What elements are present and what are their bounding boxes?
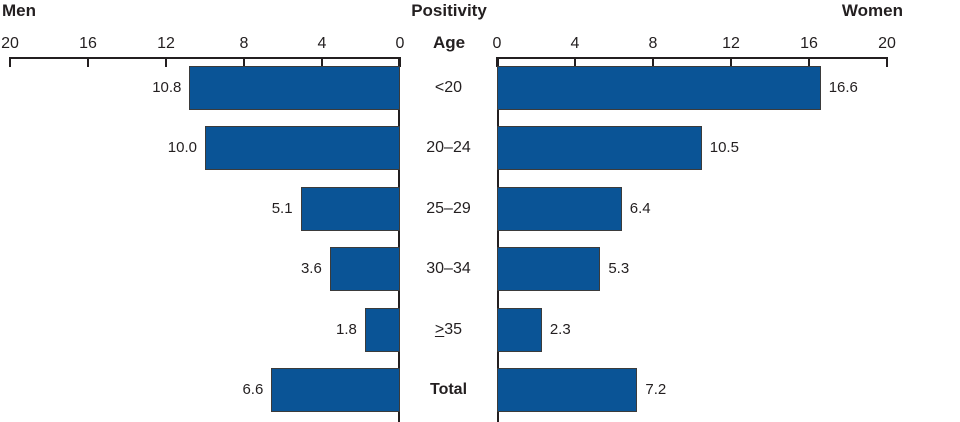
bar-value-men-2: 5.1 [271,200,293,217]
bar-men-5 [271,368,400,412]
bar-value-women-0: 16.6 [828,79,858,96]
right-axis-tick-label-20: 20 [878,35,896,52]
left-axis-line [10,57,400,59]
right-axis-tick-label-8: 8 [648,35,658,52]
age-labels-column: <20 20–24 25–29 30–34 >35 Total [400,57,497,422]
women-bar-panel: 0 4 8 12 16 20 16.6 10.5 6.4 5.3 2.3 7.2 [493,35,896,422]
right-axis-tick-label-4: 4 [570,35,580,52]
bar-value-men-3: 3.6 [300,260,322,277]
right-axis-tick-8 [652,57,654,67]
age-label-2: 25–29 [426,200,471,217]
left-axis-tick-0 [399,57,401,67]
left-axis-tick-12 [165,57,167,67]
bar-value-women-4: 2.3 [549,321,571,338]
bar-value-men-5: 6.6 [242,381,264,398]
men-series-header: Men [2,1,36,20]
left-axis-tick-16 [87,57,89,67]
age-column-header: Age [432,33,466,52]
left-axis-tick-label-4: 4 [317,35,327,52]
chart-title: Positivity [411,1,487,20]
bar-women-3 [497,247,601,291]
left-axis-baseline [398,57,400,422]
men-bar-panel: 0 4 8 12 16 20 10.8 10.0 5.1 3.6 1.8 6.6 [1,35,404,422]
age-label-5: Total [429,381,468,398]
bar-value-men-1: 10.0 [167,139,197,156]
right-axis-tick-20 [886,57,888,67]
bar-men-0 [189,66,400,110]
right-axis-tick-12 [730,57,732,67]
bar-women-5 [497,368,638,412]
right-axis-tick-label-16: 16 [800,35,818,52]
left-axis-tick-label-20: 20 [1,35,19,52]
bar-value-women-3: 5.3 [608,260,630,277]
bar-men-4 [364,308,400,352]
right-axis-tick-label-12: 12 [722,35,740,52]
bar-men-1 [205,126,400,170]
age-label-1: 20–24 [426,139,471,156]
age-label-3: 30–34 [426,260,471,277]
left-axis-tick-label-0: 0 [395,35,405,52]
women-series-header: Women [841,1,903,20]
left-axis-tick-label-8: 8 [239,35,249,52]
left-axis-tick-label-16: 16 [79,35,97,52]
bar-men-2 [300,187,400,231]
bar-value-women-5: 7.2 [645,381,667,398]
bar-value-women-2: 6.4 [629,200,651,217]
bar-women-0 [497,66,821,110]
bar-women-2 [497,187,622,231]
bar-women-4 [497,308,542,352]
right-axis-tick-16 [808,57,810,67]
left-axis-tick-8 [243,57,245,67]
right-axis-baseline [497,57,499,422]
bar-value-men-0: 10.8 [152,79,182,96]
bar-men-3 [329,247,400,291]
left-axis-tick-label-12: 12 [157,35,175,52]
left-axis-tick-20 [9,57,11,67]
left-axis-tick-4 [321,57,323,67]
bar-value-men-4: 1.8 [336,321,357,338]
bar-women-1 [497,126,702,170]
bar-value-women-1: 10.5 [709,139,739,156]
right-axis-line [497,57,887,59]
age-label-0: <20 [434,79,463,96]
right-axis-tick-4 [574,57,576,67]
age-label-4: >35 [434,321,463,338]
right-axis-tick-label-0: 0 [492,35,502,52]
